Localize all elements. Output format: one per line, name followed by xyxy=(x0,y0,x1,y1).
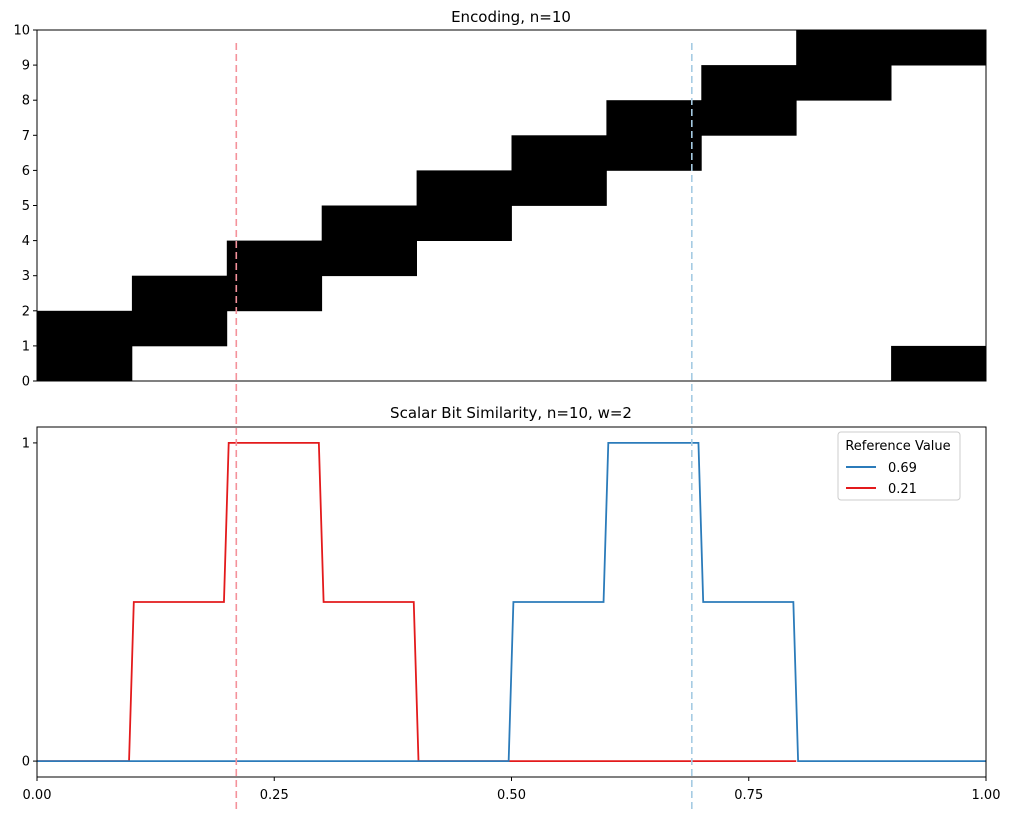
legend: Reference Value 0.69 0.21 xyxy=(837,431,961,501)
encoding-cell-bin9-bit0 xyxy=(891,345,987,382)
encoding-cell-bin1-bit2 xyxy=(131,275,228,312)
similarity-x-tick-label: 0.25 xyxy=(260,788,289,803)
legend-title: Reference Value xyxy=(845,439,950,454)
encoding-cell-bin3-bit4 xyxy=(321,205,417,241)
similarity-x-tick-label: 1.00 xyxy=(972,788,1001,803)
encoding-y-tick-label: 5 xyxy=(22,199,30,214)
similarity-y-tick-label: 0 xyxy=(22,755,30,770)
legend-box xyxy=(837,431,961,501)
encoding-y-tick-label: 4 xyxy=(22,234,30,249)
encoding-cells xyxy=(37,30,987,382)
encoding-cell-bin6-bit7 xyxy=(606,100,702,136)
encoding-y-tick-label: 7 xyxy=(22,129,30,144)
encoding-cell-bin4-bit4 xyxy=(416,205,512,241)
encoding-cell-bin5-bit6 xyxy=(511,135,607,171)
legend-label-0.21: 0.21 xyxy=(888,482,917,497)
encoding-y-tick-label: 8 xyxy=(22,94,30,109)
encoding-y-tick-label: 6 xyxy=(22,164,30,179)
encoding-y-ticks: 0 1 2 3 4 5 6 7 8 9 10 xyxy=(13,24,37,390)
encoding-cell-bin2-bit3 xyxy=(226,240,323,277)
similarity-x-ticks: 0.00 0.25 0.50 0.75 1.00 xyxy=(23,777,1001,803)
similarity-y-ticks: 01 xyxy=(22,436,37,770)
similarity-y-tick-label: 1 xyxy=(22,436,30,451)
legend-label-0.69: 0.69 xyxy=(888,461,917,476)
encoding-cell-bin5-bit5 xyxy=(511,170,607,206)
similarity-lines xyxy=(37,442,986,762)
encoding-cell-bin8-bit8 xyxy=(796,65,892,101)
similarity-panel: Scalar Bit Similarity, n=10, w=2 01 0.00… xyxy=(22,404,1001,803)
reference-lines xyxy=(235,43,693,813)
encoding-cell-bin6-bit6 xyxy=(606,135,702,171)
similarity-title: Scalar Bit Similarity, n=10, w=2 xyxy=(390,404,632,422)
encoding-y-tick-label: 1 xyxy=(22,339,30,354)
encoding-y-tick-label: 9 xyxy=(22,59,30,74)
encoding-cell-bin7-bit8 xyxy=(701,65,797,101)
encoding-cell-bin9-bit9 xyxy=(891,30,987,66)
encoding-y-tick-label: 2 xyxy=(22,304,30,319)
encoding-cell-bin4-bit5 xyxy=(416,170,512,206)
series-line-0.69 xyxy=(37,442,986,762)
encoding-cell-bin7-bit7 xyxy=(701,100,797,136)
encoding-title: Encoding, n=10 xyxy=(451,8,571,26)
encoding-y-tick-label: 0 xyxy=(22,375,30,390)
encoding-cell-bin2-bit2 xyxy=(226,275,323,312)
encoding-y-tick-label: 3 xyxy=(22,269,30,284)
encoding-cell-bin1-bit1 xyxy=(131,310,228,347)
series-line-0.21 xyxy=(37,442,797,762)
similarity-x-tick-label: 0.00 xyxy=(23,788,52,803)
encoding-cell-bin0-bit0 xyxy=(37,345,133,382)
encoding-panel: Encoding, n=10 0 1 2 3 4 5 6 7 8 9 10 xyxy=(13,8,987,390)
similarity-x-tick-label: 0.50 xyxy=(497,788,526,803)
similarity-x-tick-label: 0.75 xyxy=(734,788,763,803)
encoding-y-tick-label: 10 xyxy=(13,24,30,39)
encoding-cell-bin0-bit1 xyxy=(37,310,133,347)
encoding-cell-bin3-bit3 xyxy=(321,240,417,277)
encoding-cell-bin8-bit9 xyxy=(796,30,892,66)
